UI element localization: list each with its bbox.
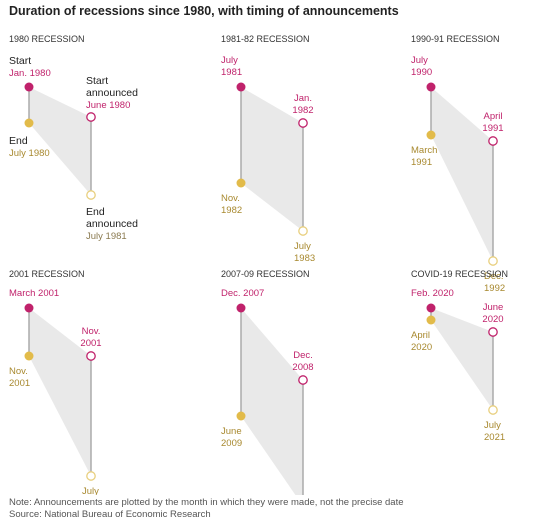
recession-start-dot	[236, 303, 246, 313]
start-announced-label: April	[483, 111, 502, 122]
end-label: 2020	[411, 342, 432, 353]
timing-band	[431, 87, 493, 261]
end-announced-label: 2021	[484, 432, 505, 443]
start-label: July	[221, 55, 238, 66]
start-announced-label: Jan.	[294, 93, 312, 104]
timing-band	[431, 308, 493, 410]
timing-band	[241, 308, 303, 495]
panel-5: 2007-09 RECESSION	[221, 269, 310, 495]
end-label: April	[411, 330, 430, 341]
start-label: 1990	[411, 67, 432, 78]
end-label: Nov.	[221, 193, 240, 204]
recession-start-dot	[426, 303, 436, 313]
recession-start-dot	[236, 82, 246, 92]
start-announced-label: Dec.	[293, 350, 313, 361]
chart-title: Duration of recessions since 1980, with …	[9, 4, 399, 18]
start-label: Jan. 1980	[9, 68, 51, 79]
panel-title: 1990-91 RECESSION	[411, 34, 500, 44]
end-announced-dot	[488, 256, 498, 266]
panel-title: 2007-09 RECESSION	[221, 269, 310, 279]
start-label: Dec. 2007	[221, 288, 264, 299]
start-label: Start	[9, 55, 31, 67]
end-label: July 1980	[9, 148, 50, 159]
end-announced-dot	[298, 226, 308, 236]
end-announced-label: July	[484, 420, 501, 431]
end-announced-label: July 1981	[86, 231, 127, 242]
panel-6: COVID-19 RECESSION	[411, 269, 508, 415]
start-announced-label: June	[483, 302, 504, 313]
end-label: End	[9, 135, 28, 147]
panel-1: 1980 RECESSION	[9, 34, 96, 200]
start-announced-label: 1982	[292, 105, 313, 116]
recession-end-dot	[426, 130, 436, 140]
start-announced-dot	[488, 327, 498, 337]
start-announced-dot	[298, 118, 308, 128]
start-announced-dot	[298, 375, 308, 385]
start-announced-label: 2008	[292, 362, 313, 373]
timing-band	[29, 308, 91, 476]
end-announced-dot	[488, 405, 498, 415]
start-announced-label: Nov.	[82, 326, 101, 337]
recession-end-dot	[426, 315, 436, 325]
start-label: Feb. 2020	[411, 288, 454, 299]
end-announced-label: July	[82, 486, 99, 495]
end-announced-label: Dec.	[484, 271, 504, 282]
end-label: Nov.	[9, 366, 28, 377]
end-label: 2009	[221, 438, 242, 449]
recession-start-dot	[24, 82, 34, 92]
start-announced-label: 2020	[482, 314, 503, 325]
start-announced-label: Start	[86, 75, 108, 87]
recession-start-dot	[426, 82, 436, 92]
end-label: March	[411, 145, 437, 156]
start-announced-dot	[86, 112, 96, 122]
start-announced-label: June 1980	[86, 100, 130, 111]
panel-title: 1980 RECESSION	[9, 34, 85, 44]
start-announced-dot	[488, 136, 498, 146]
panel-title: 1981-82 RECESSION	[221, 34, 310, 44]
panel-2: 1981-82 RECESSION	[221, 34, 310, 236]
end-announced-dot	[86, 190, 96, 200]
end-label: June	[221, 426, 242, 437]
end-label: 1991	[411, 157, 432, 168]
recession-end-dot	[24, 351, 34, 361]
start-label: March 2001	[9, 288, 59, 299]
panel-3: 1990-91 RECESSION	[411, 34, 500, 266]
end-announced-label: July	[294, 241, 311, 252]
panel-4: 2001 RECESSION	[9, 269, 96, 481]
chart-note: Note: Announcements are plotted by the m…	[9, 497, 404, 508]
end-label: 1982	[221, 205, 242, 216]
start-announced-label: 2001	[80, 338, 101, 349]
start-announced-dot	[86, 351, 96, 361]
start-announced-label: 1991	[482, 123, 503, 134]
timing-band	[241, 87, 303, 231]
end-announced-label: 1992	[484, 283, 505, 294]
end-announced-label: announced	[86, 218, 138, 230]
end-label: 2001	[9, 378, 30, 389]
recession-start-dot	[24, 303, 34, 313]
recession-end-dot	[24, 118, 34, 128]
recession-end-dot	[236, 178, 246, 188]
timing-band	[29, 87, 91, 195]
start-label: July	[411, 55, 428, 66]
recession-end-dot	[236, 411, 246, 421]
end-announced-dot	[86, 471, 96, 481]
start-announced-label: announced	[86, 87, 138, 99]
panel-title: COVID-19 RECESSION	[411, 269, 508, 279]
end-announced-label: End	[86, 206, 105, 218]
panel-title: 2001 RECESSION	[9, 269, 85, 279]
chart-source: Source: National Bureau of Economic Rese…	[9, 509, 211, 520]
start-label: 1981	[221, 67, 242, 78]
end-announced-label: 1983	[294, 253, 315, 264]
